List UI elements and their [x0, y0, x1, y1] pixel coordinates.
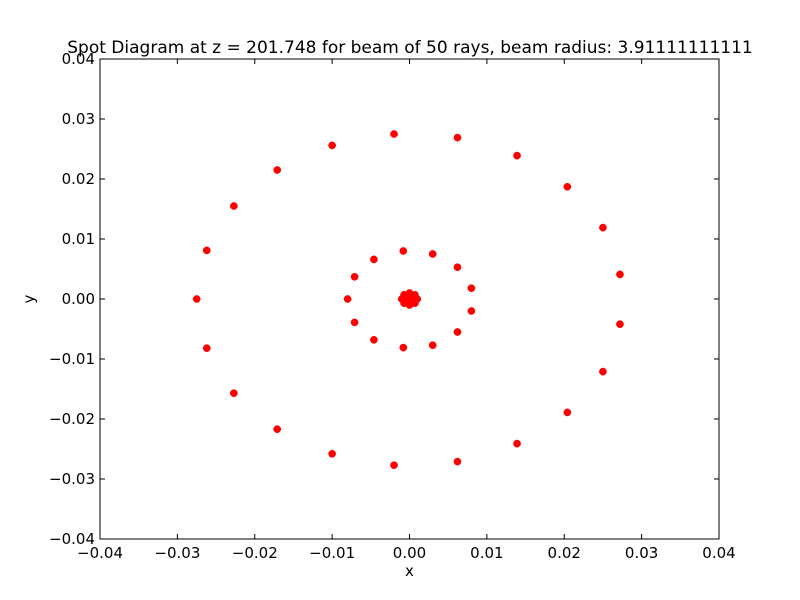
data-point [405, 292, 414, 300]
x-tick-label: −0.01 [309, 544, 355, 562]
data-point [599, 223, 607, 232]
y-tick-label: 0.00 [62, 290, 95, 308]
data-point [230, 202, 238, 210]
data-point [328, 449, 336, 458]
x-tick-label: −0.03 [154, 544, 200, 562]
x-tick-label: 0.00 [393, 544, 426, 562]
data-point [467, 307, 476, 315]
x-axis-label: x [405, 562, 414, 580]
x-tick-label: 0.04 [702, 544, 735, 562]
y-axis: −0.04 −0.03 −0.02 −0.01 0.00 0.01 0.02 0.03 0.04 [49, 50, 719, 548]
data-point [453, 328, 462, 336]
data-point [616, 270, 624, 279]
data-point [273, 166, 282, 174]
data-point [513, 439, 521, 448]
data-point [428, 250, 437, 258]
data-point [230, 389, 238, 398]
data-point [350, 318, 359, 327]
data-point [350, 272, 359, 281]
data-point [563, 182, 572, 191]
data-point [343, 295, 352, 303]
data-point [453, 263, 462, 272]
scatter-series [192, 130, 624, 470]
data-point [599, 367, 607, 376]
chart-title: Spot Diagram at z = 201.748 for beam of … [67, 38, 753, 58]
y-axis-label: y [20, 294, 38, 303]
data-point [616, 320, 624, 329]
data-point [453, 133, 462, 142]
data-point [273, 425, 282, 434]
data-point [192, 295, 201, 303]
data-point [328, 141, 336, 150]
data-point [467, 284, 476, 293]
y-tick-label: −0.04 [49, 530, 95, 548]
x-tick-label: 0.02 [548, 544, 581, 562]
x-tick-label: 0.01 [470, 544, 503, 562]
y-tick-label: 0.04 [62, 50, 95, 68]
y-tick-label: −0.01 [49, 350, 95, 368]
data-point [370, 335, 378, 344]
data-point [202, 344, 211, 353]
y-tick-label: 0.01 [62, 230, 95, 248]
data-point [390, 461, 398, 470]
data-point [399, 343, 408, 352]
data-point [202, 246, 211, 255]
data-point [513, 151, 521, 160]
y-tick-label: −0.03 [49, 470, 95, 488]
x-tick-label: −0.04 [77, 544, 123, 562]
y-tick-label: −0.02 [49, 410, 95, 428]
data-point [390, 130, 398, 138]
data-point [428, 341, 437, 350]
data-point [453, 457, 462, 466]
data-point [399, 247, 408, 255]
data-point [370, 255, 378, 264]
x-tick-label: −0.02 [232, 544, 278, 562]
data-point [563, 408, 572, 417]
x-tick-label: 0.03 [625, 544, 658, 562]
y-tick-label: 0.02 [62, 170, 95, 188]
x-axis: −0.04 −0.03 −0.02 −0.01 0.00 0.01 0.02 0.03 0.04 [77, 59, 736, 562]
y-tick-label: 0.03 [62, 110, 95, 128]
